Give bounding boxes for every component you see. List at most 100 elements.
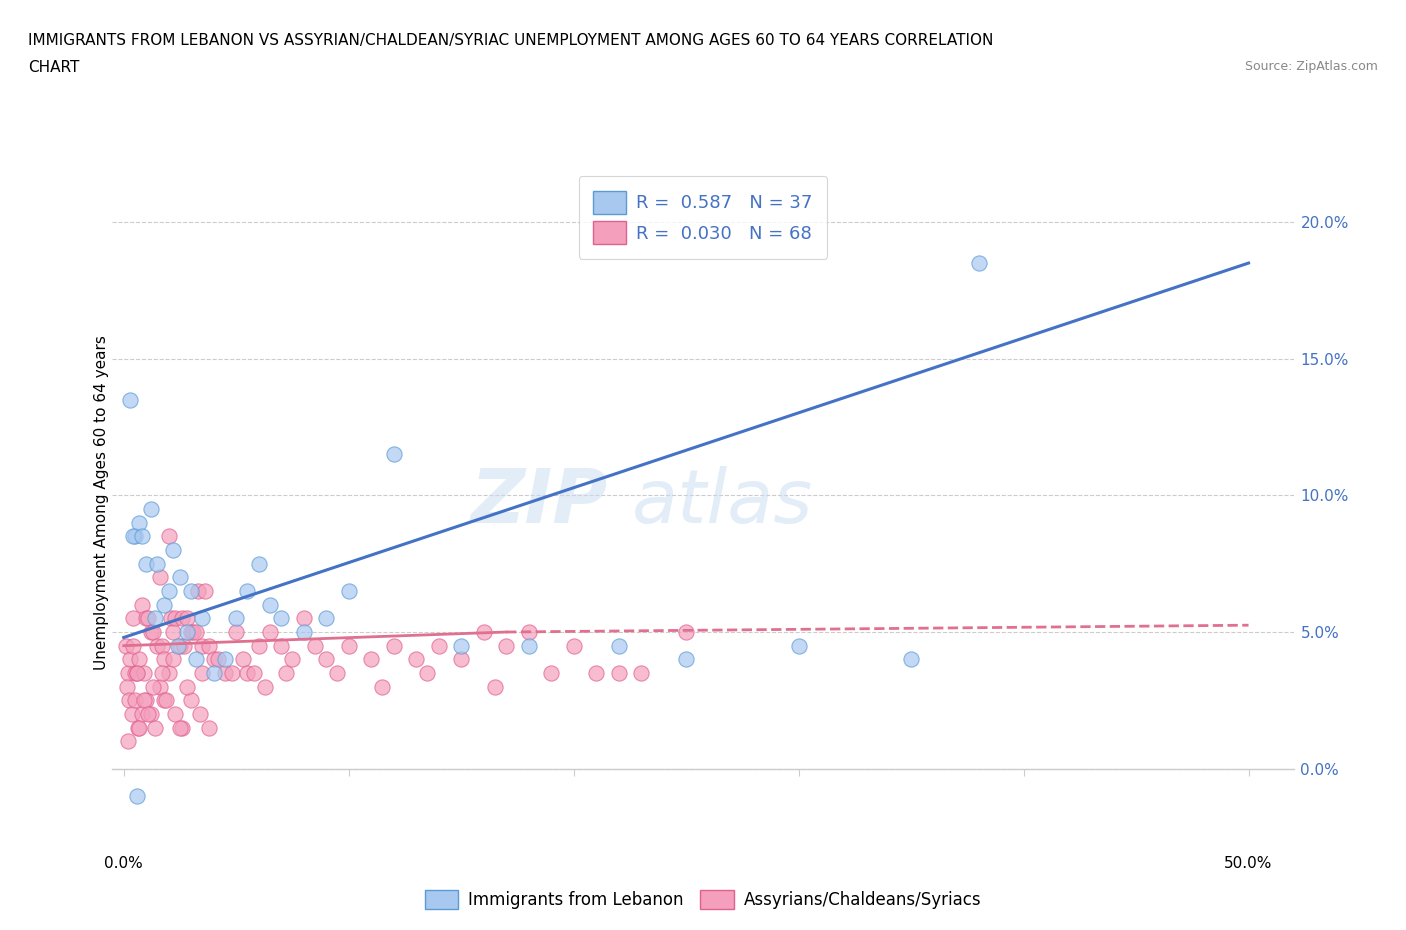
Y-axis label: Unemployment Among Ages 60 to 64 years: Unemployment Among Ages 60 to 64 years	[94, 335, 108, 670]
Point	[162, 542, 184, 557]
Text: CHART: CHART	[28, 60, 80, 75]
Point	[153, 693, 176, 708]
Point	[405, 652, 427, 667]
Point	[166, 638, 188, 653]
Point	[173, 638, 195, 653]
Point	[517, 625, 540, 640]
Text: ZIP: ZIP	[471, 466, 609, 538]
Point	[607, 666, 630, 681]
Point	[150, 666, 173, 681]
Point	[117, 666, 139, 681]
Point	[127, 789, 149, 804]
Point	[630, 666, 652, 681]
Point	[540, 666, 562, 681]
Point	[157, 529, 180, 544]
Point	[139, 625, 162, 640]
Point	[142, 625, 165, 640]
Point	[371, 679, 394, 694]
Point	[787, 638, 810, 653]
Point	[304, 638, 326, 653]
Text: Source: ZipAtlas.com: Source: ZipAtlas.com	[1244, 60, 1378, 73]
Point	[214, 666, 236, 681]
Point	[900, 652, 922, 667]
Point	[165, 707, 187, 722]
Point	[337, 638, 360, 653]
Point	[517, 638, 540, 653]
Point	[259, 625, 281, 640]
Point	[169, 720, 191, 735]
Point	[675, 625, 697, 640]
Point	[115, 679, 138, 694]
Point	[131, 529, 153, 544]
Point	[143, 720, 166, 735]
Text: atlas: atlas	[633, 466, 814, 538]
Point	[450, 638, 472, 653]
Point	[128, 652, 150, 667]
Point	[169, 638, 191, 653]
Point	[146, 556, 169, 571]
Point	[232, 652, 254, 667]
Point	[247, 556, 270, 571]
Point	[160, 611, 183, 626]
Point	[270, 638, 292, 653]
Point	[153, 597, 176, 612]
Point	[128, 515, 150, 530]
Point	[484, 679, 506, 694]
Point	[138, 707, 160, 722]
Point	[139, 501, 162, 516]
Point	[247, 638, 270, 653]
Point	[121, 638, 143, 653]
Point	[165, 611, 187, 626]
Point	[472, 625, 495, 640]
Point	[176, 679, 198, 694]
Point	[202, 652, 225, 667]
Point	[131, 597, 153, 612]
Point	[184, 652, 207, 667]
Point	[259, 597, 281, 612]
Point	[191, 638, 214, 653]
Text: 50.0%: 50.0%	[1225, 857, 1272, 871]
Point	[157, 584, 180, 599]
Point	[128, 720, 150, 735]
Text: 0.0%: 0.0%	[104, 857, 143, 871]
Point	[221, 666, 243, 681]
Text: IMMIGRANTS FROM LEBANON VS ASSYRIAN/CHALDEAN/SYRIAC UNEMPLOYMENT AMONG AGES 60 T: IMMIGRANTS FROM LEBANON VS ASSYRIAN/CHAL…	[28, 33, 994, 47]
Point	[184, 625, 207, 640]
Point	[121, 529, 143, 544]
Point	[382, 638, 405, 653]
Point	[124, 693, 146, 708]
Point	[138, 611, 160, 626]
Point	[191, 611, 214, 626]
Point	[194, 584, 217, 599]
Point	[967, 256, 990, 271]
Point	[450, 652, 472, 667]
Point	[172, 720, 194, 735]
Point	[157, 666, 180, 681]
Point	[187, 584, 209, 599]
Point	[149, 679, 172, 694]
Point	[495, 638, 517, 653]
Point	[207, 652, 229, 667]
Point	[172, 611, 194, 626]
Point	[225, 625, 247, 640]
Point	[150, 638, 173, 653]
Point	[149, 570, 172, 585]
Point	[118, 693, 141, 708]
Point	[270, 611, 292, 626]
Point	[416, 666, 439, 681]
Point	[188, 707, 211, 722]
Point	[214, 652, 236, 667]
Point	[117, 734, 139, 749]
Point	[176, 625, 198, 640]
Point	[236, 666, 259, 681]
Point	[243, 666, 266, 681]
Point	[121, 611, 143, 626]
Point	[127, 720, 149, 735]
Point	[127, 666, 149, 681]
Point	[132, 693, 155, 708]
Point	[292, 625, 315, 640]
Point	[225, 611, 247, 626]
Point	[162, 625, 184, 640]
Point	[162, 652, 184, 667]
Point	[121, 707, 143, 722]
